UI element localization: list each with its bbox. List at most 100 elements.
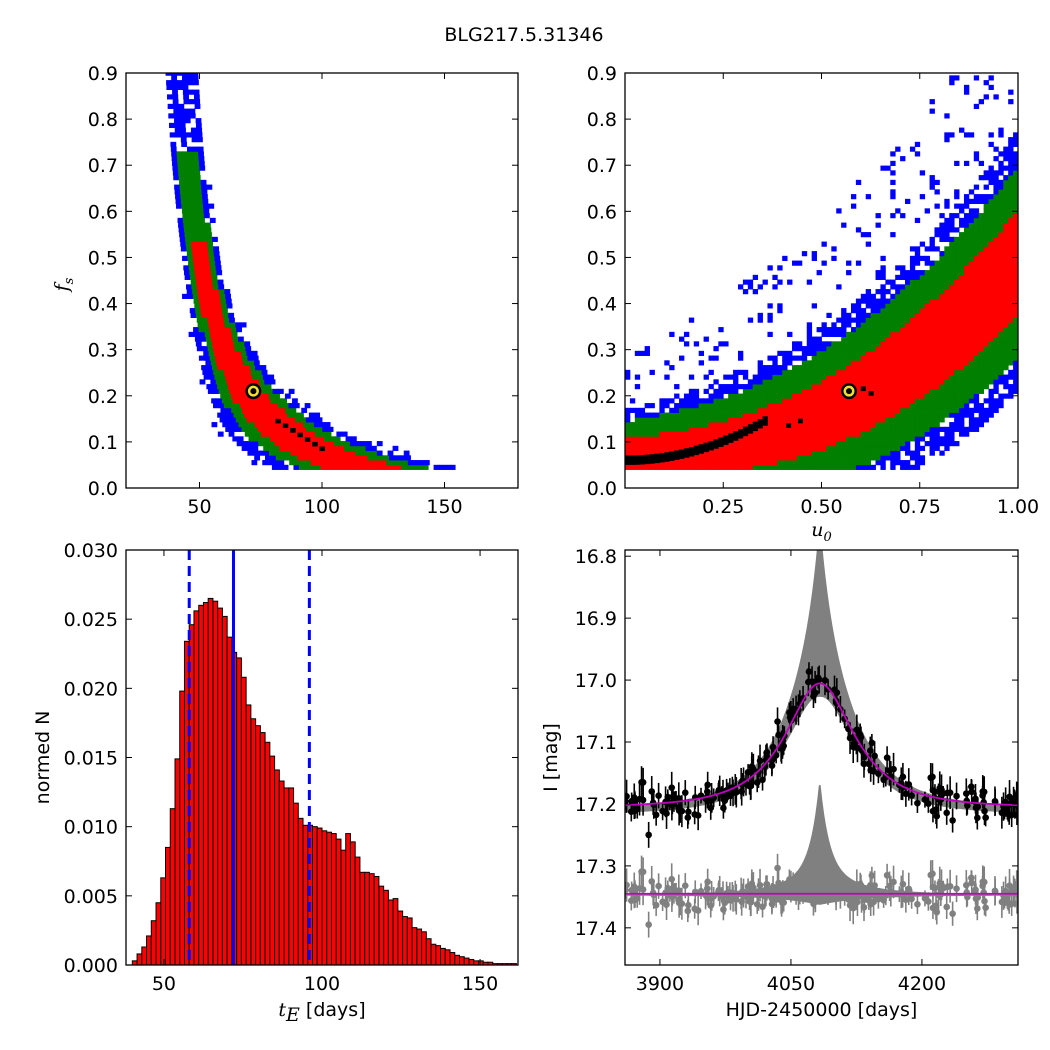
density-cell xyxy=(777,445,783,451)
histogram-bar xyxy=(387,899,394,965)
density-cell xyxy=(855,403,862,409)
density-cell xyxy=(836,369,842,375)
density-cell xyxy=(909,336,916,342)
density-cell xyxy=(860,293,867,299)
figure-title: BLG217.5.31346 xyxy=(444,24,603,46)
density-cell xyxy=(885,455,891,461)
density-cell xyxy=(880,312,886,318)
density-cell xyxy=(247,450,254,456)
density-cell xyxy=(919,308,926,314)
density-cell xyxy=(998,284,1004,290)
density-cell xyxy=(1018,223,1023,228)
density-cell xyxy=(914,436,921,442)
density-cell xyxy=(988,255,994,261)
density-cell xyxy=(924,407,930,413)
density-cell xyxy=(241,417,247,423)
density-cell xyxy=(267,388,273,394)
density-cell xyxy=(181,203,188,209)
density-cell xyxy=(855,317,862,323)
density-cell xyxy=(870,360,876,366)
density-cell xyxy=(905,388,911,394)
residual-point xyxy=(694,907,702,914)
density-cell xyxy=(186,246,193,252)
density-cell xyxy=(934,274,940,280)
density-cell xyxy=(796,393,803,399)
residual-point xyxy=(880,896,887,904)
density-cell xyxy=(190,184,197,190)
data-point xyxy=(871,752,878,760)
density-cell xyxy=(949,365,955,371)
density-cell xyxy=(679,460,685,466)
density-cell xyxy=(1018,185,1023,190)
density-cell xyxy=(1018,265,1023,270)
density-cell xyxy=(905,308,911,314)
density-cell xyxy=(968,412,975,418)
density-cell-peak xyxy=(703,442,709,453)
density-cell xyxy=(349,441,356,447)
density-cell xyxy=(634,374,641,380)
density-cell xyxy=(218,369,225,375)
density-cell xyxy=(194,270,201,276)
density-cell xyxy=(855,412,862,418)
density-cell xyxy=(1008,241,1014,247)
density-cell xyxy=(846,350,852,356)
density-cell xyxy=(998,198,1004,204)
density-cell xyxy=(271,464,278,470)
density-cell xyxy=(1013,350,1018,356)
density-cell xyxy=(865,398,872,404)
density-cell xyxy=(954,384,960,390)
density-cell xyxy=(737,455,744,461)
density-cell xyxy=(742,412,749,418)
density-cell xyxy=(737,464,744,470)
density-cell xyxy=(890,384,896,390)
density-cell xyxy=(683,331,690,337)
density-cell xyxy=(767,331,773,337)
density-cell xyxy=(885,431,891,437)
density-cell xyxy=(189,270,196,276)
density-cell xyxy=(205,303,211,309)
density-cell xyxy=(1018,375,1023,380)
density-cell xyxy=(929,99,935,105)
density-cell xyxy=(231,407,238,413)
x-tick-label: 4200 xyxy=(898,973,946,995)
density-cell xyxy=(203,208,210,214)
density-cell xyxy=(850,336,857,342)
density-cell xyxy=(919,274,926,280)
density-cell xyxy=(944,369,950,375)
density-cell xyxy=(674,417,680,423)
density-cell xyxy=(767,450,773,456)
density-cell xyxy=(860,298,867,304)
density-cell xyxy=(747,450,754,456)
density-cell xyxy=(309,431,316,437)
density-cell xyxy=(806,412,813,418)
density-cell xyxy=(260,422,266,428)
density-cell xyxy=(954,251,960,257)
density-cell xyxy=(351,455,358,461)
density-cell xyxy=(983,236,989,242)
density-cell xyxy=(806,374,813,380)
density-cell xyxy=(1008,331,1014,337)
density-cell xyxy=(855,298,862,304)
density-cell xyxy=(973,312,980,318)
density-cell xyxy=(890,336,896,342)
density-cell xyxy=(905,407,911,413)
density-cell xyxy=(733,464,739,470)
density-cell xyxy=(895,398,901,404)
density-cell xyxy=(885,407,891,413)
density-cell xyxy=(963,284,970,290)
density-cell xyxy=(257,426,264,432)
density-cell xyxy=(236,407,243,413)
density-cell xyxy=(1003,246,1009,252)
density-cell xyxy=(860,398,867,404)
density-cell xyxy=(875,450,881,456)
density-cell xyxy=(846,312,852,318)
y-tick-label: 0.1 xyxy=(88,432,118,454)
density-cell xyxy=(792,412,798,418)
density-cell xyxy=(900,317,906,323)
density-cell xyxy=(914,350,921,356)
density-cell xyxy=(855,350,862,356)
density-cell xyxy=(189,232,196,238)
density-cell xyxy=(880,407,886,413)
data-point xyxy=(998,809,1006,817)
density-cell xyxy=(762,441,768,447)
